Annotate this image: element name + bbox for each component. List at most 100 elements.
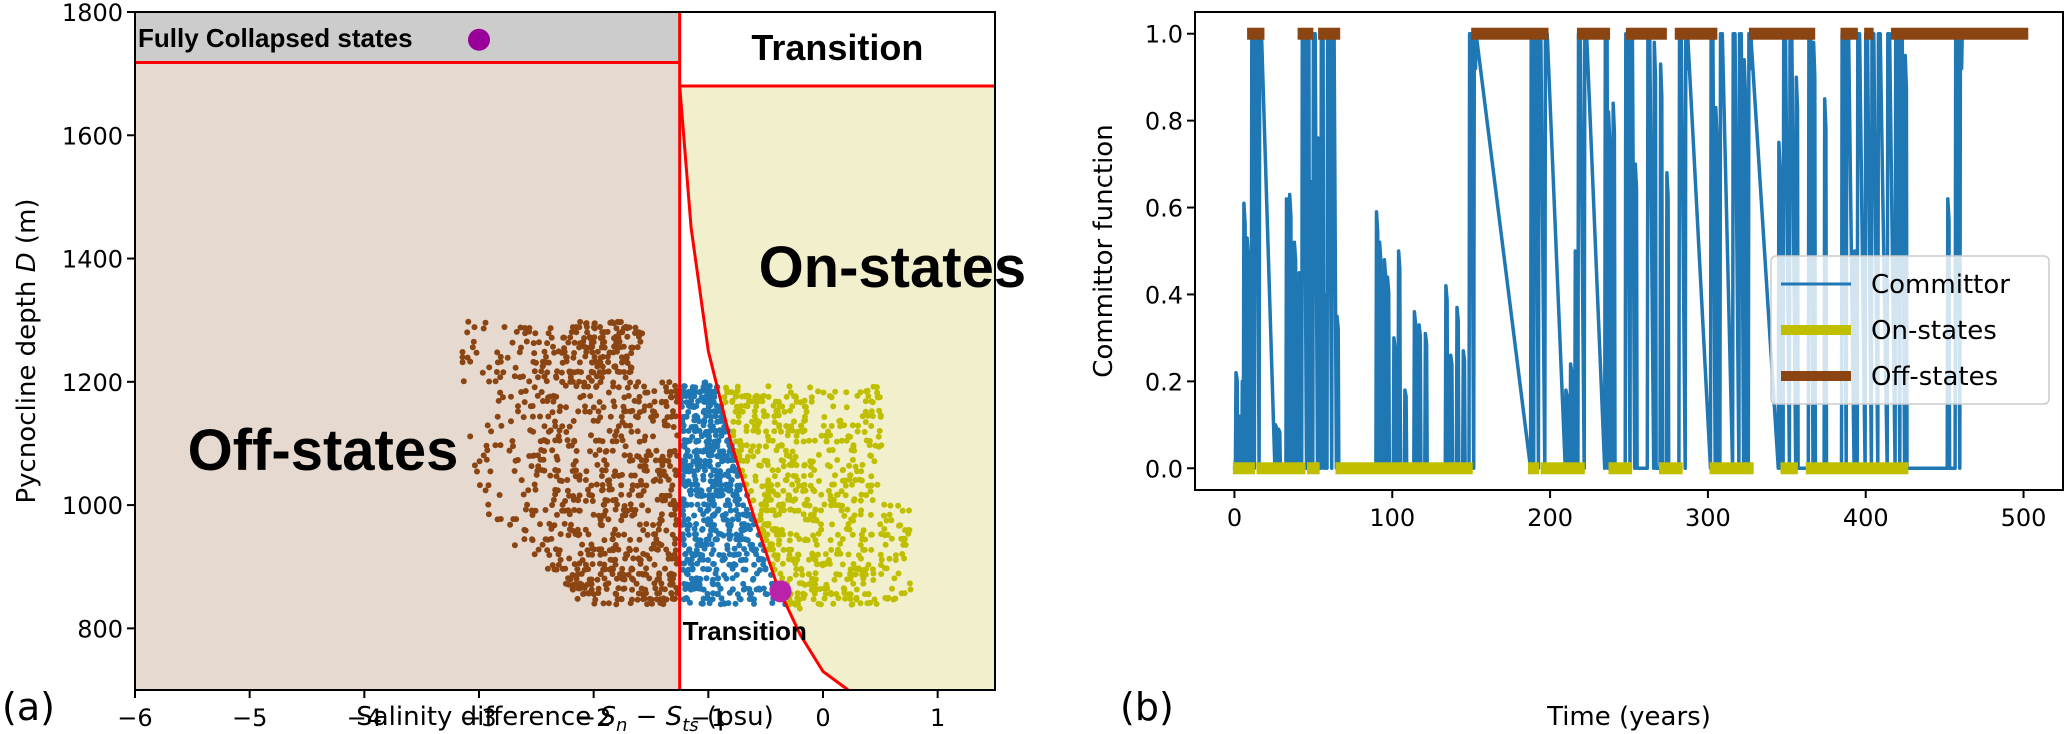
data-point: [716, 472, 723, 479]
data-point: [788, 546, 795, 553]
data-point: [783, 447, 789, 454]
data-point: [518, 389, 525, 395]
y-tick-label: 0.4: [1145, 281, 1183, 309]
data-point: [571, 561, 578, 568]
data-point: [833, 571, 840, 578]
data-point: [701, 541, 708, 548]
data-point: [573, 329, 580, 336]
data-point: [700, 556, 707, 563]
data-point: [545, 330, 552, 337]
data-point: [892, 557, 899, 563]
data-point: [644, 389, 651, 396]
data-point: [637, 477, 644, 484]
data-point: [605, 368, 612, 375]
data-point: [522, 330, 529, 337]
data-point: [812, 570, 819, 577]
x-tick-label: 500: [2001, 504, 2047, 532]
data-point: [497, 353, 504, 360]
data-point: [643, 457, 650, 464]
data-point: [522, 527, 529, 534]
data-point: [567, 334, 574, 341]
data-point: [504, 354, 511, 361]
data-point: [587, 393, 594, 400]
x-tick-label: −1: [691, 704, 726, 732]
subscript: ts: [682, 715, 698, 734]
data-point: [752, 473, 759, 480]
data-point: [613, 575, 620, 582]
data-point: [792, 393, 799, 400]
data-point: [485, 511, 492, 518]
on-state-bar: [1256, 462, 1306, 475]
data-point: [747, 526, 753, 533]
data-point: [720, 552, 727, 559]
fully-collapsed-region: [135, 12, 680, 63]
on-state-bar: [1805, 462, 1909, 475]
data-point: [562, 580, 569, 587]
data-point: [604, 353, 611, 360]
data-point: [671, 447, 678, 454]
data-point: [724, 453, 730, 460]
data-point: [798, 566, 805, 572]
data-point: [573, 448, 580, 454]
y-tick-label: 1000: [62, 492, 123, 520]
data-point: [735, 419, 742, 426]
data-point: [582, 497, 589, 504]
data-point: [634, 453, 641, 460]
data-point: [867, 488, 874, 495]
data-point: [559, 378, 566, 385]
data-point: [792, 560, 799, 567]
data-point: [769, 467, 776, 474]
on-states-region: [679, 85, 995, 691]
data-point: [749, 418, 755, 425]
data-point: [668, 389, 675, 395]
data-point: [863, 437, 870, 444]
data-point: [668, 570, 674, 577]
data-point: [857, 566, 864, 573]
data-point: [726, 535, 733, 542]
data-point: [735, 413, 742, 420]
data-point: [597, 571, 604, 578]
data-point: [628, 428, 635, 435]
y-tick-label: 0.8: [1145, 108, 1183, 136]
data-point: [831, 576, 838, 583]
data-point: [793, 566, 800, 572]
data-point: [641, 403, 648, 410]
transition-top-label: Transition: [751, 27, 923, 68]
data-point: [699, 526, 706, 533]
data-point: [610, 531, 617, 537]
data-point: [796, 580, 803, 587]
data-point: [609, 571, 616, 577]
data-point: [688, 481, 695, 488]
x-tick-label: 0: [815, 704, 830, 732]
data-point: [516, 349, 523, 356]
on-state-bar: [1307, 462, 1320, 475]
data-point: [860, 580, 867, 587]
data-point: [673, 585, 680, 591]
data-point: [734, 501, 741, 508]
data-point: [459, 349, 466, 355]
data-point: [670, 575, 676, 582]
data-point: [696, 541, 703, 548]
data-point: [813, 541, 820, 548]
data-point: [612, 468, 619, 475]
data-point: [624, 360, 631, 366]
data-point: [611, 472, 618, 479]
data-point: [552, 418, 558, 425]
data-point: [669, 482, 676, 489]
data-point: [743, 550, 750, 557]
data-point: [855, 552, 862, 559]
fully-collapsed-marker: [468, 28, 490, 51]
data-point: [706, 433, 712, 440]
data-point: [657, 516, 664, 522]
data-point: [589, 492, 596, 499]
data-point: [485, 482, 492, 489]
data-point: [495, 397, 502, 404]
data-point: [802, 487, 809, 494]
data-point: [642, 433, 649, 440]
data-point: [535, 374, 541, 381]
y-tick-label: 1400: [62, 246, 123, 274]
off-state-bar: [1864, 27, 1874, 40]
data-point: [540, 456, 547, 463]
data-point: [770, 507, 777, 514]
on-state-bar: [1540, 462, 1585, 475]
